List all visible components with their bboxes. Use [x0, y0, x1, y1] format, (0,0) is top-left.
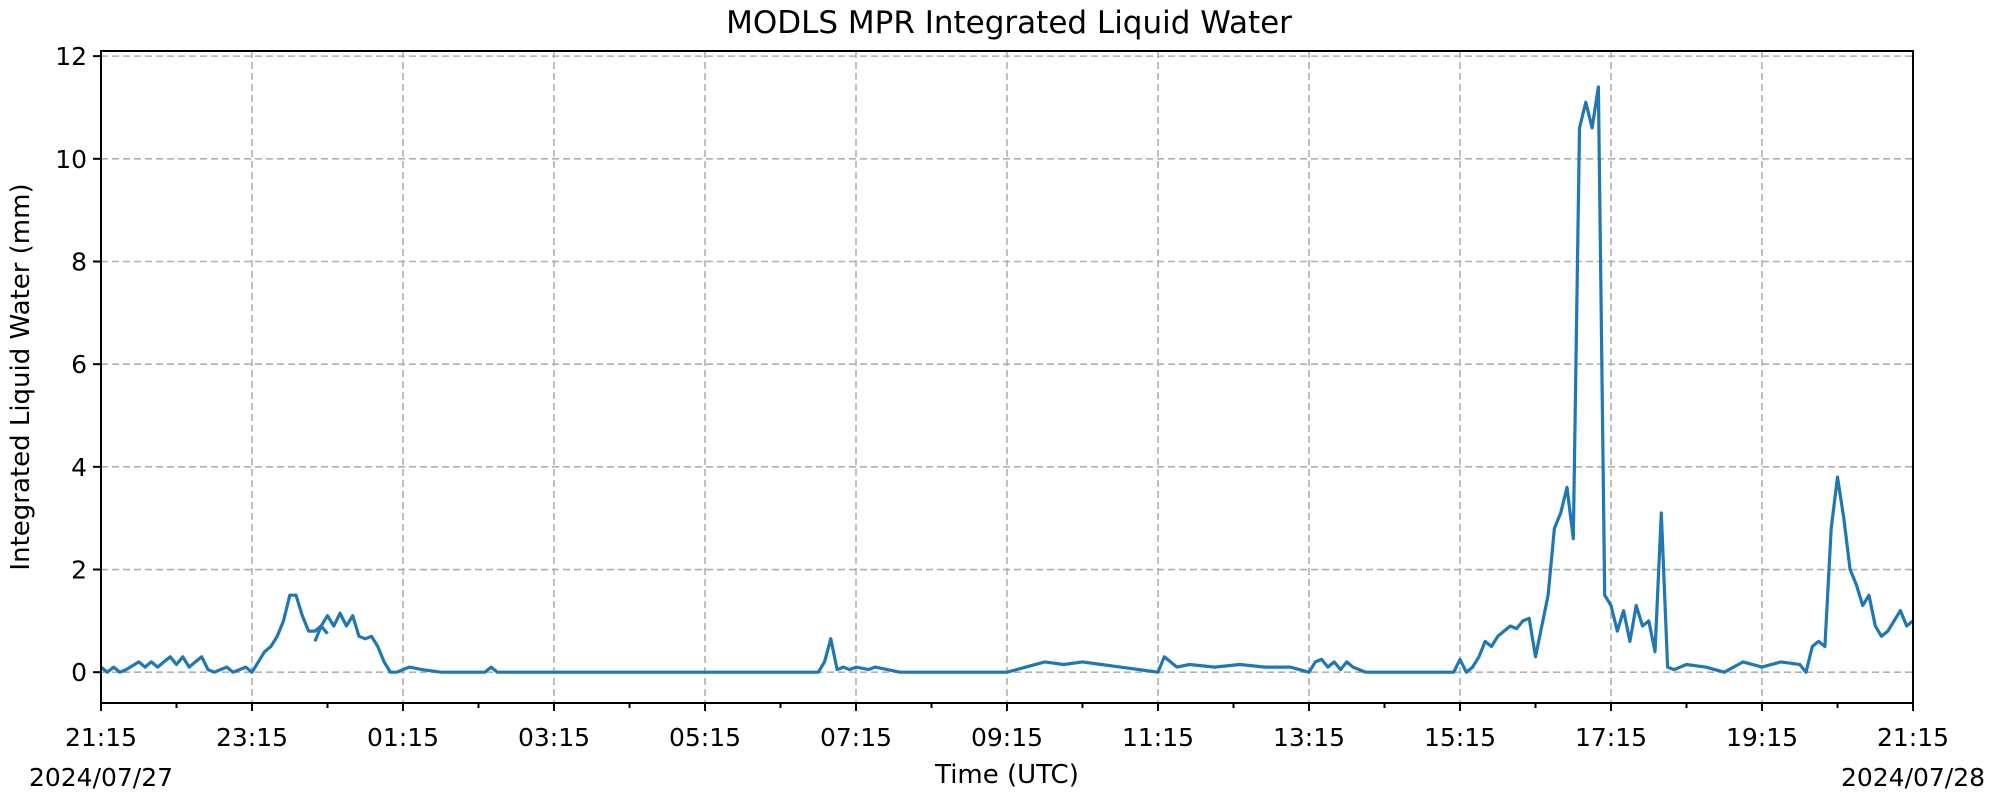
series-layer: [99, 85, 1915, 674]
series-line: [99, 593, 329, 674]
x-tick-label: 03:15: [518, 723, 590, 752]
y-tick-label: 12: [55, 42, 87, 71]
y-axis-label: Integrated Liquid Water (mm): [6, 183, 36, 570]
series-line: [313, 85, 1915, 674]
x-tick-label: 09:15: [971, 723, 1043, 752]
x-tick-label: 21:15: [1877, 723, 1949, 752]
x-tick-label: 05:15: [669, 723, 741, 752]
y-tick-label: 4: [71, 453, 87, 482]
y-tick-label: 0: [71, 658, 87, 687]
chart-title: MODLS MPR Integrated Liquid Water: [726, 5, 1292, 41]
date-end-label: 2024/07/28: [1841, 763, 1985, 792]
x-tick-label: 13:15: [1273, 723, 1345, 752]
x-tick-label: 23:15: [216, 723, 288, 752]
x-tick-label: 21:15: [65, 723, 137, 752]
y-tick-label: 2: [71, 556, 87, 585]
y-tick-label: 10: [55, 145, 87, 174]
x-tick-label: 15:15: [1424, 723, 1496, 752]
x-tick-label: 07:15: [820, 723, 892, 752]
y-tick-label: 8: [71, 247, 87, 276]
x-tick-label: 11:15: [1122, 723, 1194, 752]
axis-ticks: 21:15 23:15 01:15 03:15 05:15 07:15 09:15 11:15…: [55, 42, 1949, 752]
x-tick-label: 19:15: [1726, 723, 1798, 752]
x-axis-label: Time (UTC): [934, 760, 1079, 790]
date-start-label: 2024/07/27: [29, 763, 173, 792]
y-tick-label: 6: [71, 350, 87, 379]
x-tick-label: 01:15: [367, 723, 439, 752]
grid: [100, 51, 1914, 703]
x-tick-label: 17:15: [1575, 723, 1647, 752]
